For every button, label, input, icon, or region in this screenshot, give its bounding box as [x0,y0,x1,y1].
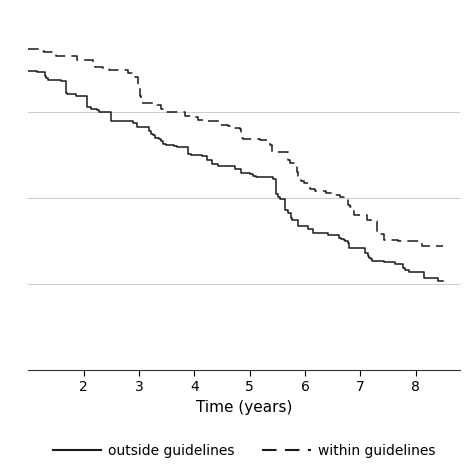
within guidelines [26,46,31,52]
Line: outside guidelines: outside guidelines [28,71,443,281]
within guidelines [138,100,144,106]
Legend: outside guidelines, within guidelines: outside guidelines, within guidelines [47,438,441,464]
within guidelines [195,114,201,120]
outside guidelines [59,77,64,83]
outside guidelines [26,68,31,74]
outside guidelines [209,157,215,163]
within guidelines [271,149,277,155]
outside guidelines [435,278,441,283]
X-axis label: Time (years): Time (years) [196,400,292,415]
outside guidelines [273,183,279,189]
within guidelines [378,231,384,237]
within guidelines [398,238,403,244]
within guidelines [419,243,425,249]
within guidelines [440,243,446,249]
outside guidelines [152,135,158,141]
outside guidelines [440,278,446,283]
outside guidelines [161,138,166,144]
Line: within guidelines: within guidelines [28,49,443,246]
outside guidelines [247,171,253,176]
within guidelines [299,173,304,179]
